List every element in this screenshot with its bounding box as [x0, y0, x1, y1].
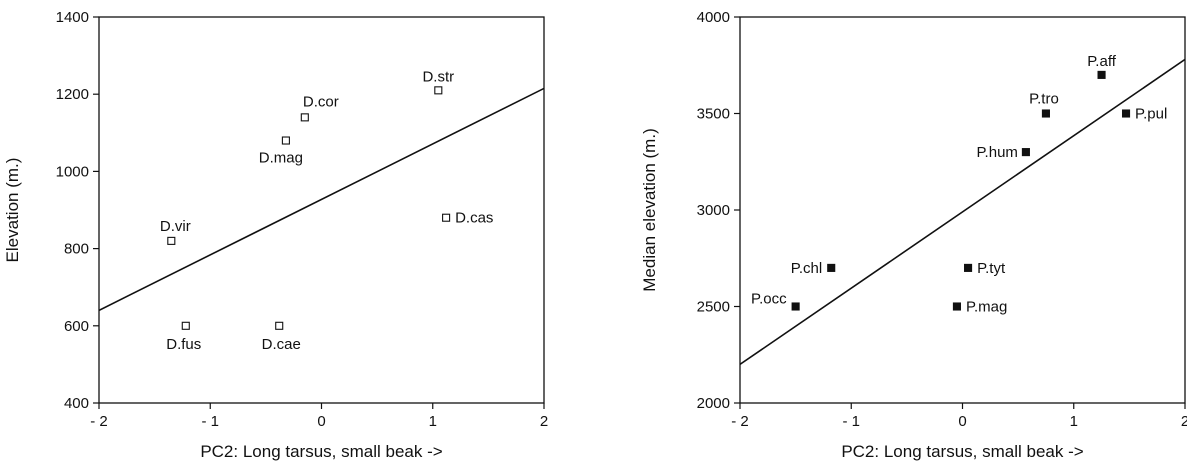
point-label-d-cae: D.cae	[262, 336, 301, 353]
left-x-axis-label: PC2: Long tarsus, small beak ->	[200, 442, 442, 461]
left-y-tick-label: 600	[64, 318, 89, 335]
left-x-tick-label: 1	[429, 413, 437, 430]
data-point-d-fus	[181, 321, 190, 330]
data-point-p-hum	[1021, 148, 1030, 157]
data-point-p-tyt	[964, 263, 973, 272]
left-x-tick-label: 0	[317, 413, 325, 430]
right-scatter-panel: 2000 2500 3000 3500 4000 - 2 - 1 0 1 2 PC2: Long t…	[640, 9, 1187, 461]
data-point-p-pul	[1121, 109, 1131, 118]
data-point-d-vir	[167, 236, 176, 245]
point-label-d-vir: D.vir	[160, 218, 191, 235]
left-x-tick-label: - 1	[201, 413, 219, 430]
data-point-d-cae	[275, 321, 284, 330]
data-point-d-str	[434, 86, 443, 95]
right-x-tick-label: - 1	[842, 413, 860, 430]
point-label-p-tyt: P.tyt	[977, 260, 1006, 277]
point-label-d-fus: D.fus	[166, 336, 201, 353]
left-x-tick-label: 2	[540, 413, 548, 430]
left-y-tick-label: 1400	[56, 9, 89, 26]
left-y-tick-label: 1000	[56, 163, 89, 180]
left-regression-line	[99, 87, 544, 312]
left-y-tick-label: 1200	[56, 86, 89, 103]
point-label-p-occ: P.occ	[751, 291, 787, 308]
right-y-tick-label: 3500	[697, 106, 730, 123]
point-label-d-cas: D.cas	[455, 210, 493, 227]
data-point-p-occ	[791, 302, 800, 311]
data-point-p-chl	[827, 263, 836, 272]
data-point-p-tro	[1041, 109, 1050, 118]
point-label-p-aff: P.aff	[1087, 53, 1116, 70]
data-point-p-mag	[952, 302, 961, 311]
right-x-tick-label: 1	[1070, 413, 1078, 430]
right-x-tick-label: 2	[1181, 413, 1187, 430]
left-x-tick-label: - 2	[90, 413, 108, 430]
point-label-p-chl: P.chl	[791, 260, 822, 277]
right-x-tick-label: 0	[958, 413, 966, 430]
data-point-d-cor	[300, 113, 309, 122]
right-plot-frame	[739, 16, 1186, 404]
point-label-d-str: D.str	[422, 68, 454, 85]
point-label-p-pul: P.pul	[1135, 106, 1167, 123]
point-label-d-cor: D.cor	[303, 93, 339, 110]
data-point-p-aff	[1097, 70, 1106, 79]
right-y-tick-label: 4000	[697, 9, 730, 26]
right-y-tick-label: 2000	[697, 395, 730, 412]
right-regression-line	[740, 58, 1185, 366]
right-y-tick-label: 3000	[697, 202, 730, 219]
right-y-tick-label: 2500	[697, 299, 730, 316]
left-y-axis-label: Elevation (m.)	[3, 158, 22, 263]
point-label-p-hum: P.hum	[976, 144, 1017, 161]
point-label-p-tro: P.tro	[1029, 91, 1059, 108]
data-point-d-cas	[442, 213, 451, 222]
right-x-axis-label: PC2: Long tarsus, small beak ->	[841, 442, 1083, 461]
left-scatter-panel: 400 600 800 1000 1200 1400 - 2 - 1 0 1 2 PC2: Long …	[3, 9, 548, 461]
left-y-tick-label: 800	[64, 241, 89, 258]
point-label-p-mag: P.mag	[966, 299, 1007, 316]
right-x-tick-label: - 2	[731, 413, 749, 430]
data-point-d-mag	[281, 136, 290, 145]
right-y-axis-label: Median elevation (m.)	[640, 128, 659, 291]
point-label-d-mag: D.mag	[259, 150, 303, 167]
left-y-tick-label: 400	[64, 395, 89, 412]
